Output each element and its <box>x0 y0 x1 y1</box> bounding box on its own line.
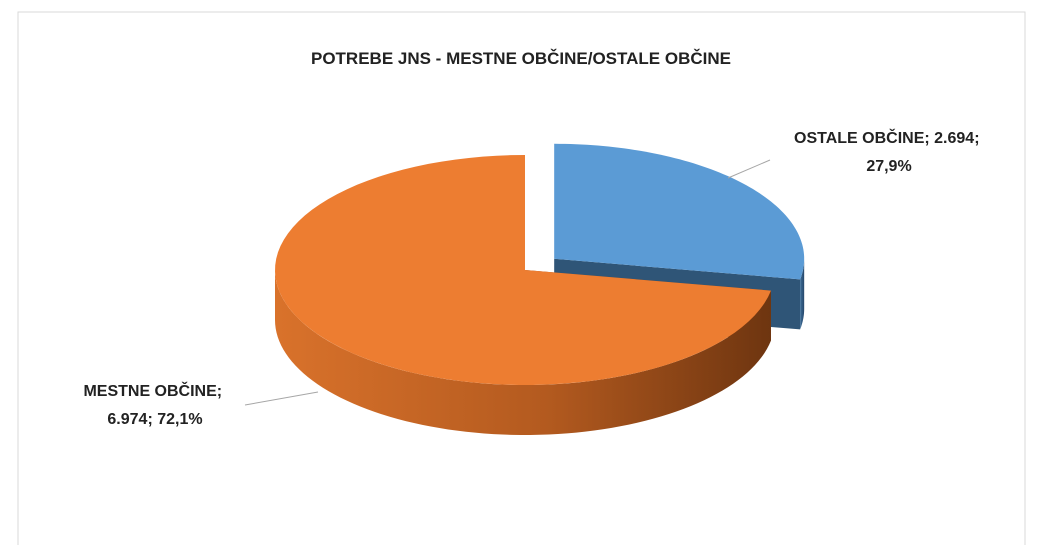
data-label-part: ; <box>924 130 934 147</box>
data-label-part: OSTALE OBČINE <box>794 128 925 147</box>
slice-side <box>275 270 771 435</box>
data-label: OSTALE OBČINE; 2.694; 27,9% <box>794 128 984 175</box>
data-label-part: 72,1% <box>157 411 202 428</box>
slice <box>554 143 805 280</box>
leader-line <box>727 159 771 179</box>
leader-line <box>244 391 319 406</box>
pie <box>275 143 805 435</box>
data-label-part: MESTNE OBČINE <box>83 381 217 400</box>
slice-side <box>800 258 805 330</box>
chart-title: POTREBE JNS - MESTNE OBČINE/OSTALE OBČIN… <box>311 49 731 68</box>
data-label-part: ; <box>217 383 227 400</box>
data-label-part: 27,9% <box>866 158 911 175</box>
data-label-part: ; <box>974 130 984 147</box>
data-label-part: 6.974 <box>107 411 147 428</box>
data-label-part: 2.694 <box>934 130 974 147</box>
data-label: MESTNE OBČINE; 6.974; 72,1% <box>83 381 226 428</box>
slice <box>275 155 771 385</box>
data-label-part: ; <box>147 411 157 428</box>
